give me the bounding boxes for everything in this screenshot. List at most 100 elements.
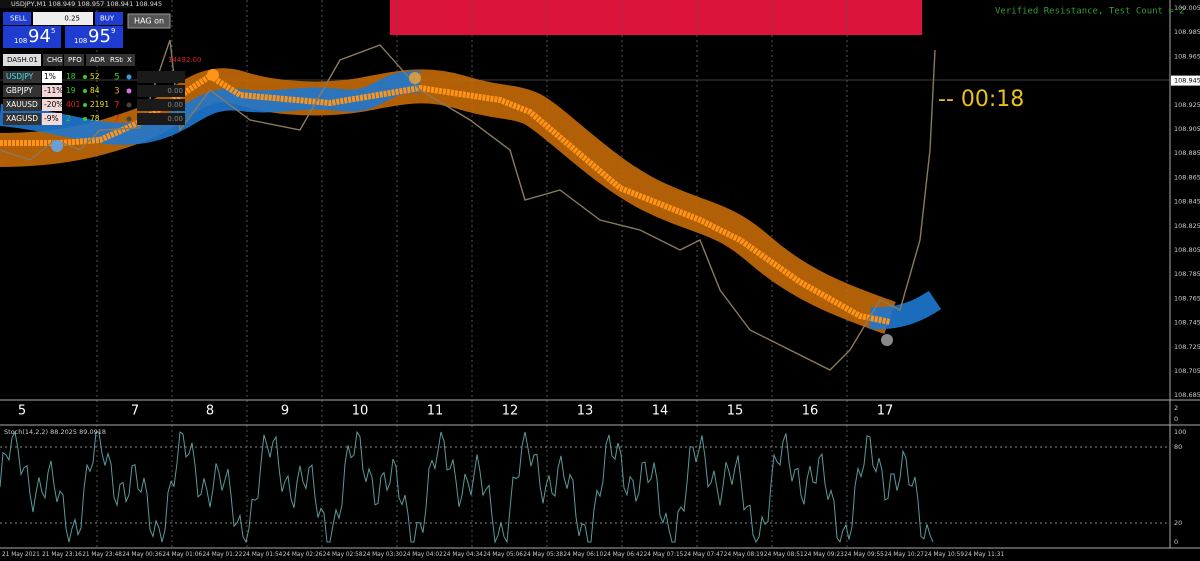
dash-cell: 19 <box>66 86 76 95</box>
title-bar <box>0 0 130 8</box>
marker <box>51 140 63 152</box>
stoch-tick-label: 80 <box>1174 443 1182 451</box>
stoch-tick-label: 100 <box>1174 428 1186 436</box>
dash-cell: 3 <box>114 87 120 97</box>
dash-dot <box>126 74 132 80</box>
dash-cell: 52 <box>90 72 100 81</box>
sell-pips: 94 <box>28 26 51 47</box>
time-label: 24 May 04:02 <box>403 552 443 558</box>
sell-price-box[interactable] <box>3 26 61 48</box>
dash-change-cell <box>42 71 62 83</box>
price-tick-label: 108.745 <box>1174 319 1200 327</box>
dash-pnl-cell <box>137 113 185 125</box>
time-label: 24 May 06:42 <box>604 552 644 558</box>
price-tick-label: 108.825 <box>1174 222 1200 230</box>
marker <box>207 69 219 81</box>
dash-header-cell <box>106 54 126 66</box>
resistance-note: Verified Resistance, Test Count = 2 <box>995 7 1185 17</box>
dash-dot <box>83 89 87 93</box>
dash-cell: 78 <box>90 114 100 123</box>
dash-symbol-cell <box>3 71 41 83</box>
buy-price-box[interactable] <box>65 26 123 48</box>
dash-cell: 84 <box>90 86 100 95</box>
dash-pnl: 0.00 <box>167 101 183 109</box>
dash-title: DASH.01 <box>7 56 38 64</box>
hag-toggle[interactable] <box>127 13 171 29</box>
dash-cell: 1% <box>44 72 56 81</box>
session-label: 16 <box>802 404 819 419</box>
dash-pnl: 0.00 <box>167 87 183 95</box>
sell-label: SELL <box>10 15 27 23</box>
buy-label: BUY <box>100 15 115 23</box>
marker <box>881 334 893 346</box>
session-label: 10 <box>352 404 369 419</box>
price-tick-label: 108.785 <box>1174 270 1200 278</box>
price-tick-label: 108.765 <box>1174 294 1200 302</box>
dash-title-bg <box>3 54 41 66</box>
time-label: 24 May 01:06 <box>162 552 202 558</box>
stoch-line <box>0 430 934 544</box>
price-tick-label: 108.725 <box>1174 343 1200 351</box>
time-label: 24 May 11:31 <box>964 552 1004 558</box>
session-label: 14 <box>652 404 669 419</box>
session-label: 13 <box>577 404 594 419</box>
time-label: 24 May 06:10 <box>563 552 603 558</box>
dash-cell: 2191 <box>90 100 109 109</box>
current-price-box <box>1171 75 1200 86</box>
time-label: 24 May 03:30 <box>363 552 403 558</box>
dash-dot <box>126 116 132 122</box>
price-axis-bg <box>1170 0 1200 400</box>
dashboard: DASH.01 14492.00 1449 CHGPFOADRRStrXUSDJ… <box>3 54 201 125</box>
dash-pnl-cell <box>137 85 185 97</box>
price-tick-label: 108.905 <box>1174 125 1200 133</box>
time-label: 24 May 09:23 <box>804 552 844 558</box>
dash-dot <box>83 117 87 121</box>
dash-cell: 2 <box>66 114 71 123</box>
sell-fraction: 5 <box>51 27 55 35</box>
sell-big: 108 <box>14 37 27 45</box>
time-label: 21 May 2021 <box>2 552 40 558</box>
time-label: 24 May 09:55 <box>844 552 884 558</box>
price-tick-label: 108.845 <box>1174 198 1200 206</box>
lot-field[interactable] <box>33 12 93 25</box>
time-label: 24 May 05:38 <box>523 552 563 558</box>
buy-pips: 95 <box>88 26 111 47</box>
dash-cell: 18 <box>66 72 76 81</box>
dash-pnl-cell <box>137 99 185 111</box>
dash-column: RStr <box>110 56 125 64</box>
session-label: 15 <box>727 404 744 419</box>
dash-dot <box>126 88 132 94</box>
hag-label: HAG on <box>134 17 164 26</box>
price-tick-label: 108.685 <box>1174 391 1200 399</box>
dash-dot <box>83 75 87 79</box>
time-label: 24 May 00:36 <box>122 552 162 558</box>
dash-cell: 7 <box>114 115 120 125</box>
session-label: 9 <box>281 404 289 419</box>
session-label: 17 <box>877 404 894 419</box>
session-label: 7 <box>131 404 139 419</box>
dash-column: CHG <box>47 56 63 64</box>
dash-change-cell <box>42 85 62 97</box>
dash-header-cell <box>43 54 63 66</box>
dash-pnl: 0.00 <box>167 115 183 123</box>
price-tick-label: 108.965 <box>1174 52 1200 60</box>
buy-button[interactable] <box>95 12 123 25</box>
price-tick-label: 108.885 <box>1174 149 1200 157</box>
balance: 14492.00 <box>168 56 201 64</box>
dash-cell: -11% <box>44 86 63 95</box>
symbol-title: USDJPY,M1 108.949 108.957 108.941 108.94… <box>11 0 162 8</box>
price-tick-label: 108.925 <box>1174 101 1200 109</box>
separator-tick-label: 2 <box>1174 404 1178 412</box>
session-label: 8 <box>206 404 214 419</box>
dash-cell: 401 <box>66 100 81 109</box>
time-label: 21 May 23:48 <box>82 552 122 558</box>
dash-cell: XAUUSD <box>6 100 38 109</box>
time-label: 24 May 08:51 <box>764 552 804 558</box>
time-label: 24 May 07:47 <box>684 552 724 558</box>
sell-button[interactable] <box>3 12 31 25</box>
dash-column: PFO <box>68 56 82 64</box>
dash-cell: USDJPY <box>6 72 34 81</box>
dash-symbol-cell <box>3 99 41 111</box>
dash-dot <box>83 103 87 107</box>
